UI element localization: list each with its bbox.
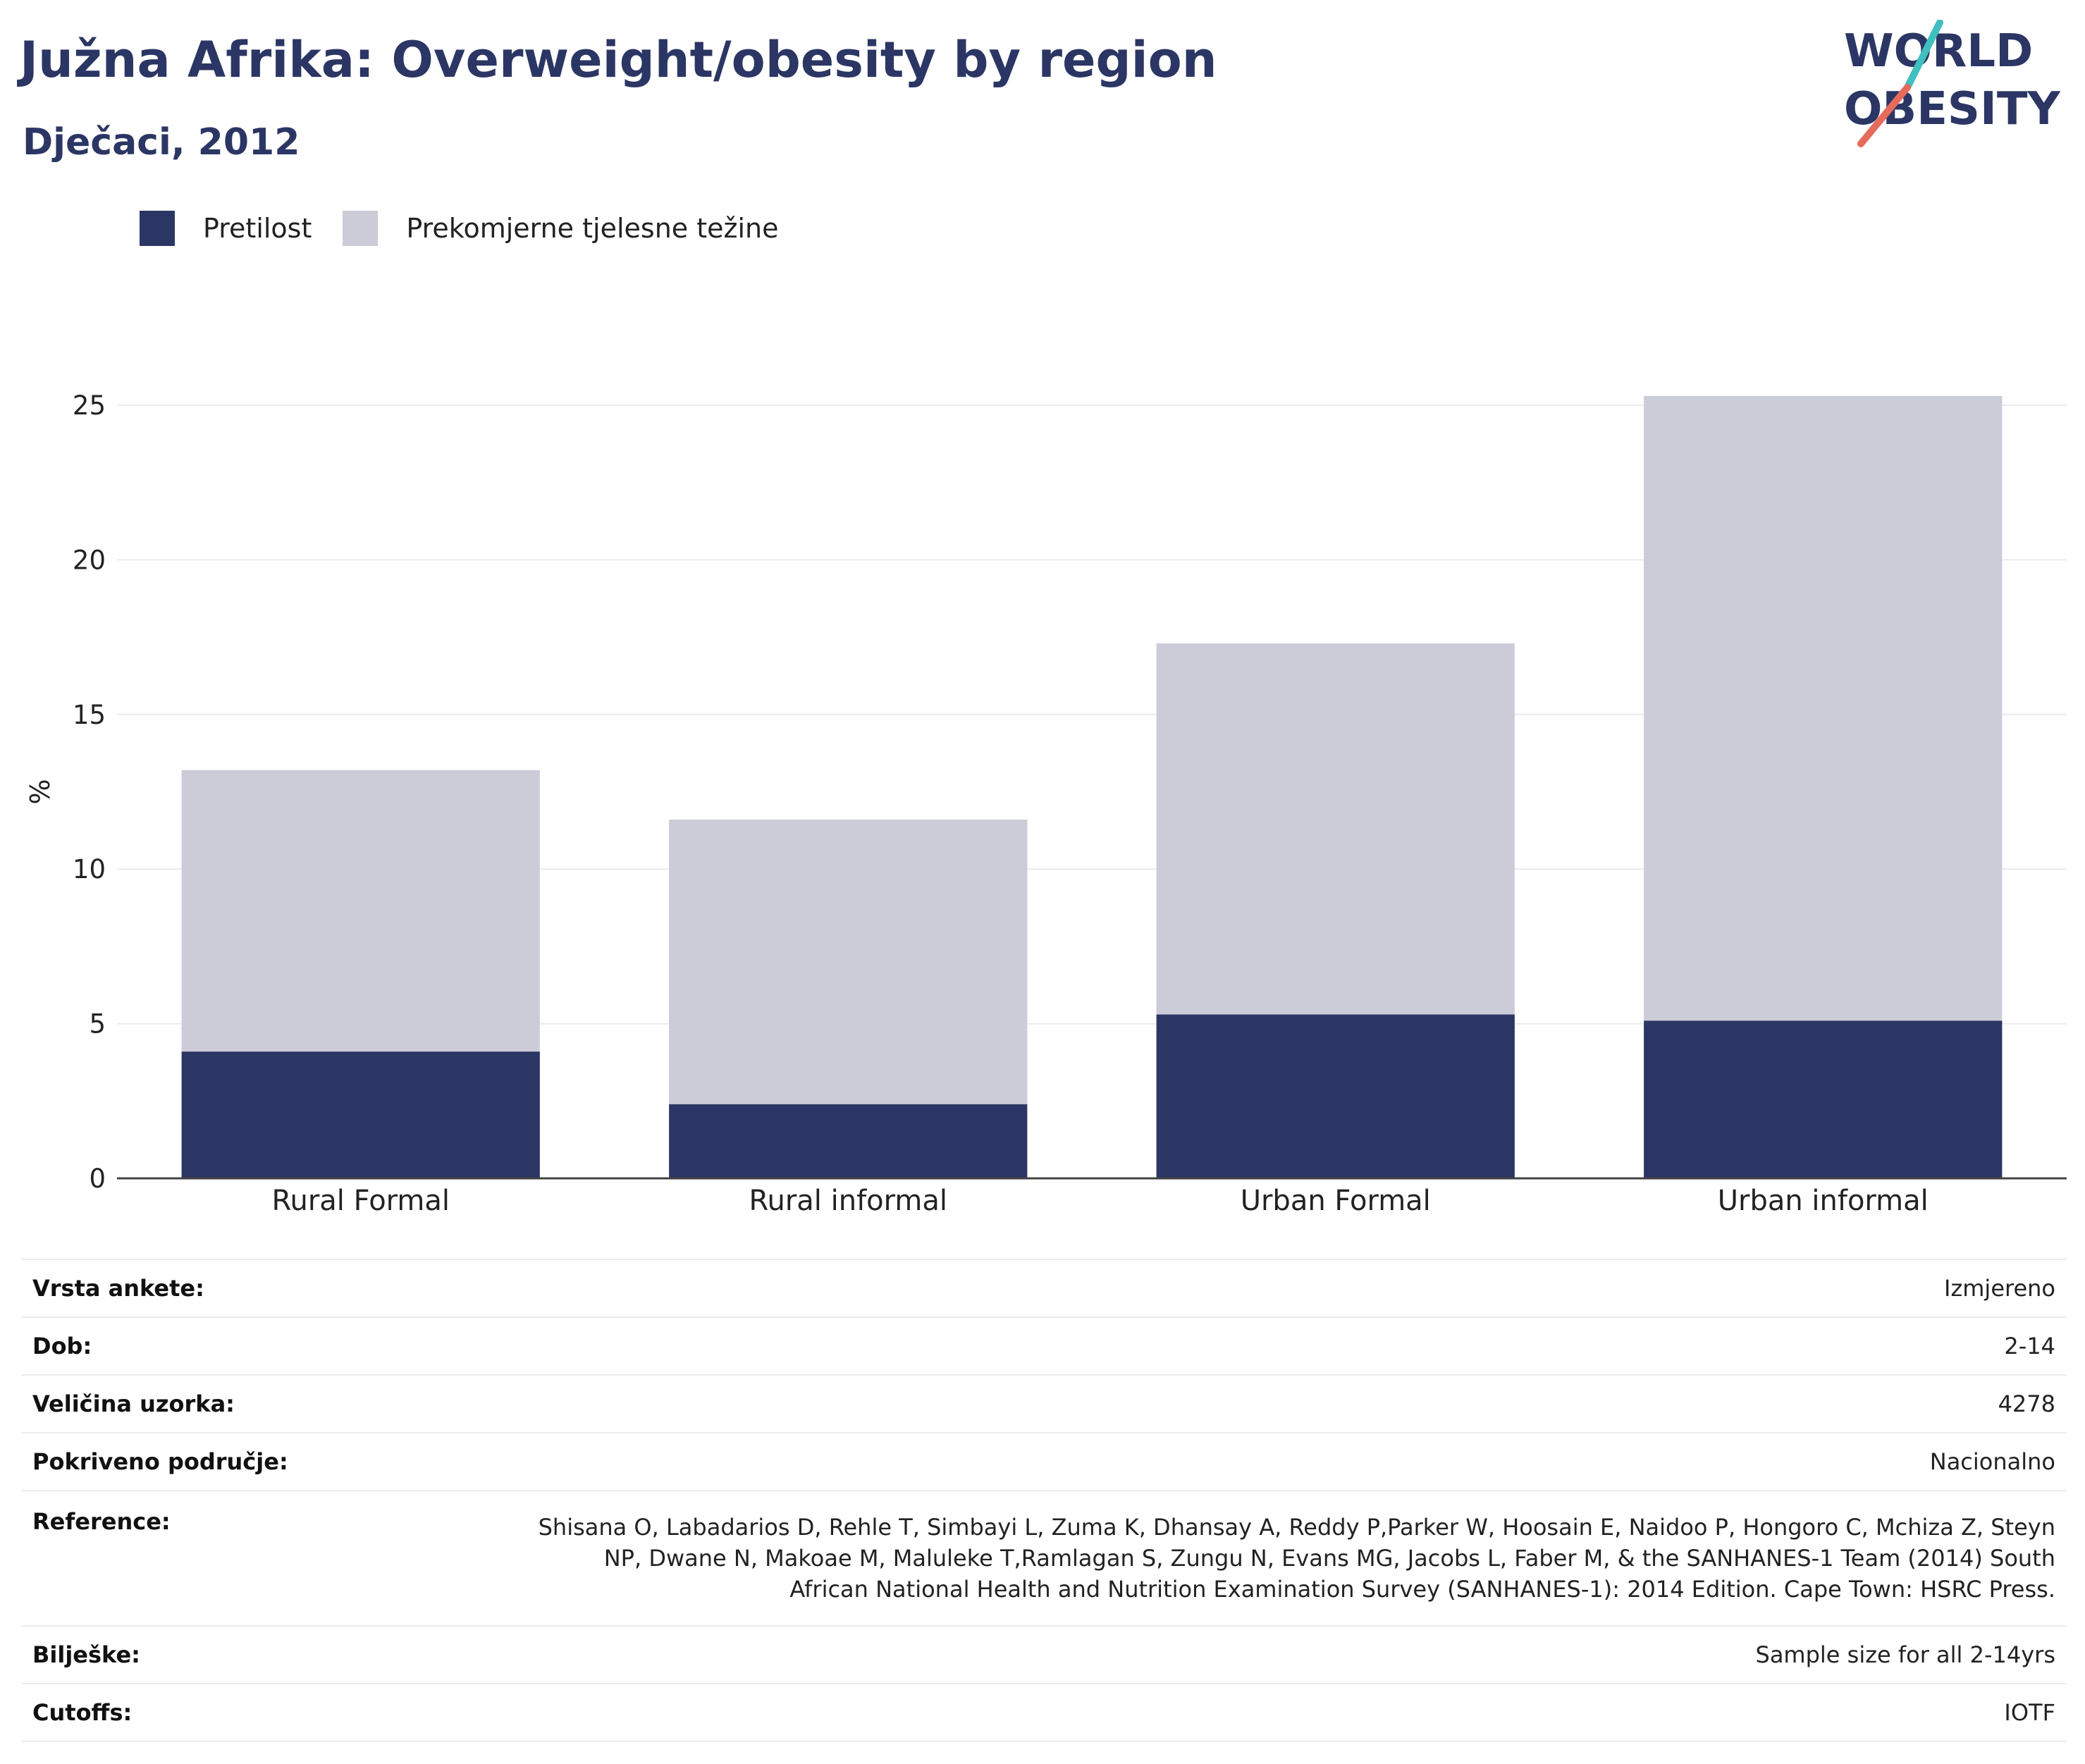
survey-info-table: Vrsta ankete: Izmjereno Dob: 2-14 Veliči… [21,1259,2067,1742]
y-tick-label: 20 [73,545,106,575]
info-value: Nacionalno [1929,1448,2055,1475]
info-value: Izmjereno [1944,1275,2055,1302]
info-key: Vrsta ankete: [32,1275,204,1302]
info-key: Bilješke: [32,1641,140,1668]
reference-text: Shisana O, Labadarios D, Rehle T, Simbay… [538,1514,2055,1603]
bar-obesity-2 [1156,1014,1515,1178]
legend-label-overweight: Prekomjerne tjelesne težine [406,213,779,244]
y-tick-label: 0 [89,1164,106,1194]
y-tick-label: 10 [73,854,106,884]
info-row-age: Dob: 2-14 [21,1317,2067,1375]
legend-item-overweight[interactable]: Prekomjerne tjelesne težine [343,211,779,246]
bar-obesity-3 [1644,1020,2003,1178]
info-value: 4278 [1998,1390,2055,1417]
info-row-survey-type: Vrsta ankete: Izmjereno [21,1259,2067,1317]
bar-overweight-1 [669,819,1028,1104]
x-tick-label: Urban Formal [1241,1185,1431,1217]
info-value: Sample size for all 2-14yrs [1755,1641,2056,1668]
bar-obesity-1 [669,1104,1028,1178]
bar-obesity-0 [181,1051,540,1178]
info-row-notes: Bilješke: Sample size for all 2-14yrs [21,1626,2067,1684]
info-row-cutoffs: Cutoffs: IOTF [21,1684,2067,1741]
x-tick-label: Rural informal [749,1185,947,1217]
legend-item-obesity[interactable]: Pretilost [140,211,312,246]
svg-text:OBESITY: OBESITY [1844,83,2060,135]
info-value: 2-14 [2004,1333,2055,1359]
bar-overweight-0 [181,770,540,1052]
info-key: Veličina uzorka: [32,1390,235,1417]
info-key: Reference: [32,1508,171,1535]
stacked-bar-chart: 0 5 10 15 20 25% Rural Formal Rural informal Urb… [25,390,2067,1217]
svg-text:WORLD: WORLD [1844,25,2033,78]
legend-swatch-obesity [140,211,175,246]
info-key: Cutoffs: [32,1699,133,1726]
info-value: IOTF [2004,1699,2055,1726]
chart-title: Južna Afrika: Overweight/obesity by regi… [20,31,1217,89]
bar-overweight-2 [1156,643,1515,1015]
legend-swatch-overweight [343,211,379,246]
world-obesity-logo: WORLD OBESITY [1844,20,2060,147]
y-tick-label: 5 [89,1009,106,1040]
y-tick-label: 15 [73,700,106,730]
info-key: Dob: [32,1333,92,1359]
info-row-reference: Reference: Shisana O, Labadarios D, Rehl… [21,1491,2067,1626]
chart-subtitle: Dječaci, 2012 [23,121,300,164]
info-row-coverage: Pokriveno područje: Nacionalno [21,1433,2067,1491]
y-axis-label: % [25,779,56,804]
bar-overweight-3 [1644,395,2003,1021]
info-key: Pokriveno područje: [32,1448,288,1475]
y-tick-label: 25 [73,390,106,421]
legend-label-obesity: Pretilost [203,213,312,244]
x-tick-label: Rural Formal [271,1185,450,1217]
info-row-sample-size: Veličina uzorka: 4278 [21,1375,2067,1433]
chart-legend: Pretilost Prekomjerne tjelesne težine [140,209,810,248]
x-tick-label: Urban informal [1718,1185,1929,1217]
